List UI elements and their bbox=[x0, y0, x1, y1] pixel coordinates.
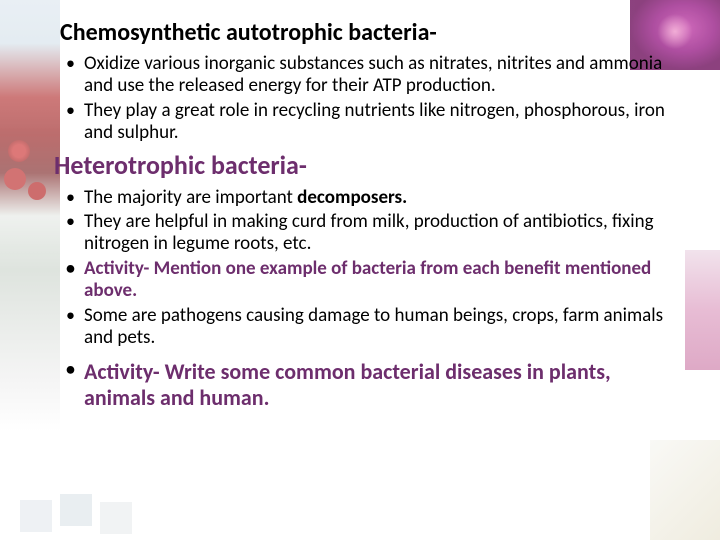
list-item: Some are pathogens causing damage to hum… bbox=[84, 305, 680, 350]
list-item: Oxidize various inorganic substances suc… bbox=[84, 53, 680, 98]
decorative-right-bottom bbox=[650, 440, 720, 540]
text-prefix: The majority are important bbox=[84, 186, 297, 209]
list-chemosynthetic: Oxidize various inorganic substances suc… bbox=[60, 53, 680, 145]
list-item-activity-final: Activity- Write some common bacterial di… bbox=[84, 359, 680, 411]
decorative-bottom-squares bbox=[0, 480, 200, 540]
text-bold-decomposers: decomposers. bbox=[297, 186, 407, 209]
slide-content: Chemosynthetic autotrophic bacteria- Oxi… bbox=[60, 18, 680, 413]
list-item-activity: Activity- Mention one example of bacteri… bbox=[84, 258, 680, 303]
list-item: They play a great role in recycling nutr… bbox=[84, 100, 680, 145]
heading-heterotrophic: Heterotrophic bacteria- bbox=[54, 149, 680, 181]
list-item: The majority are important decomposers. bbox=[84, 187, 680, 209]
heading-chemosynthetic: Chemosynthetic autotrophic bacteria- bbox=[60, 18, 680, 47]
decorative-left-strip bbox=[0, 0, 60, 540]
list-heterotrophic: The majority are important decomposers. … bbox=[60, 187, 680, 412]
decorative-right-mid bbox=[685, 250, 720, 370]
list-item: They are helpful in making curd from mil… bbox=[84, 211, 680, 256]
